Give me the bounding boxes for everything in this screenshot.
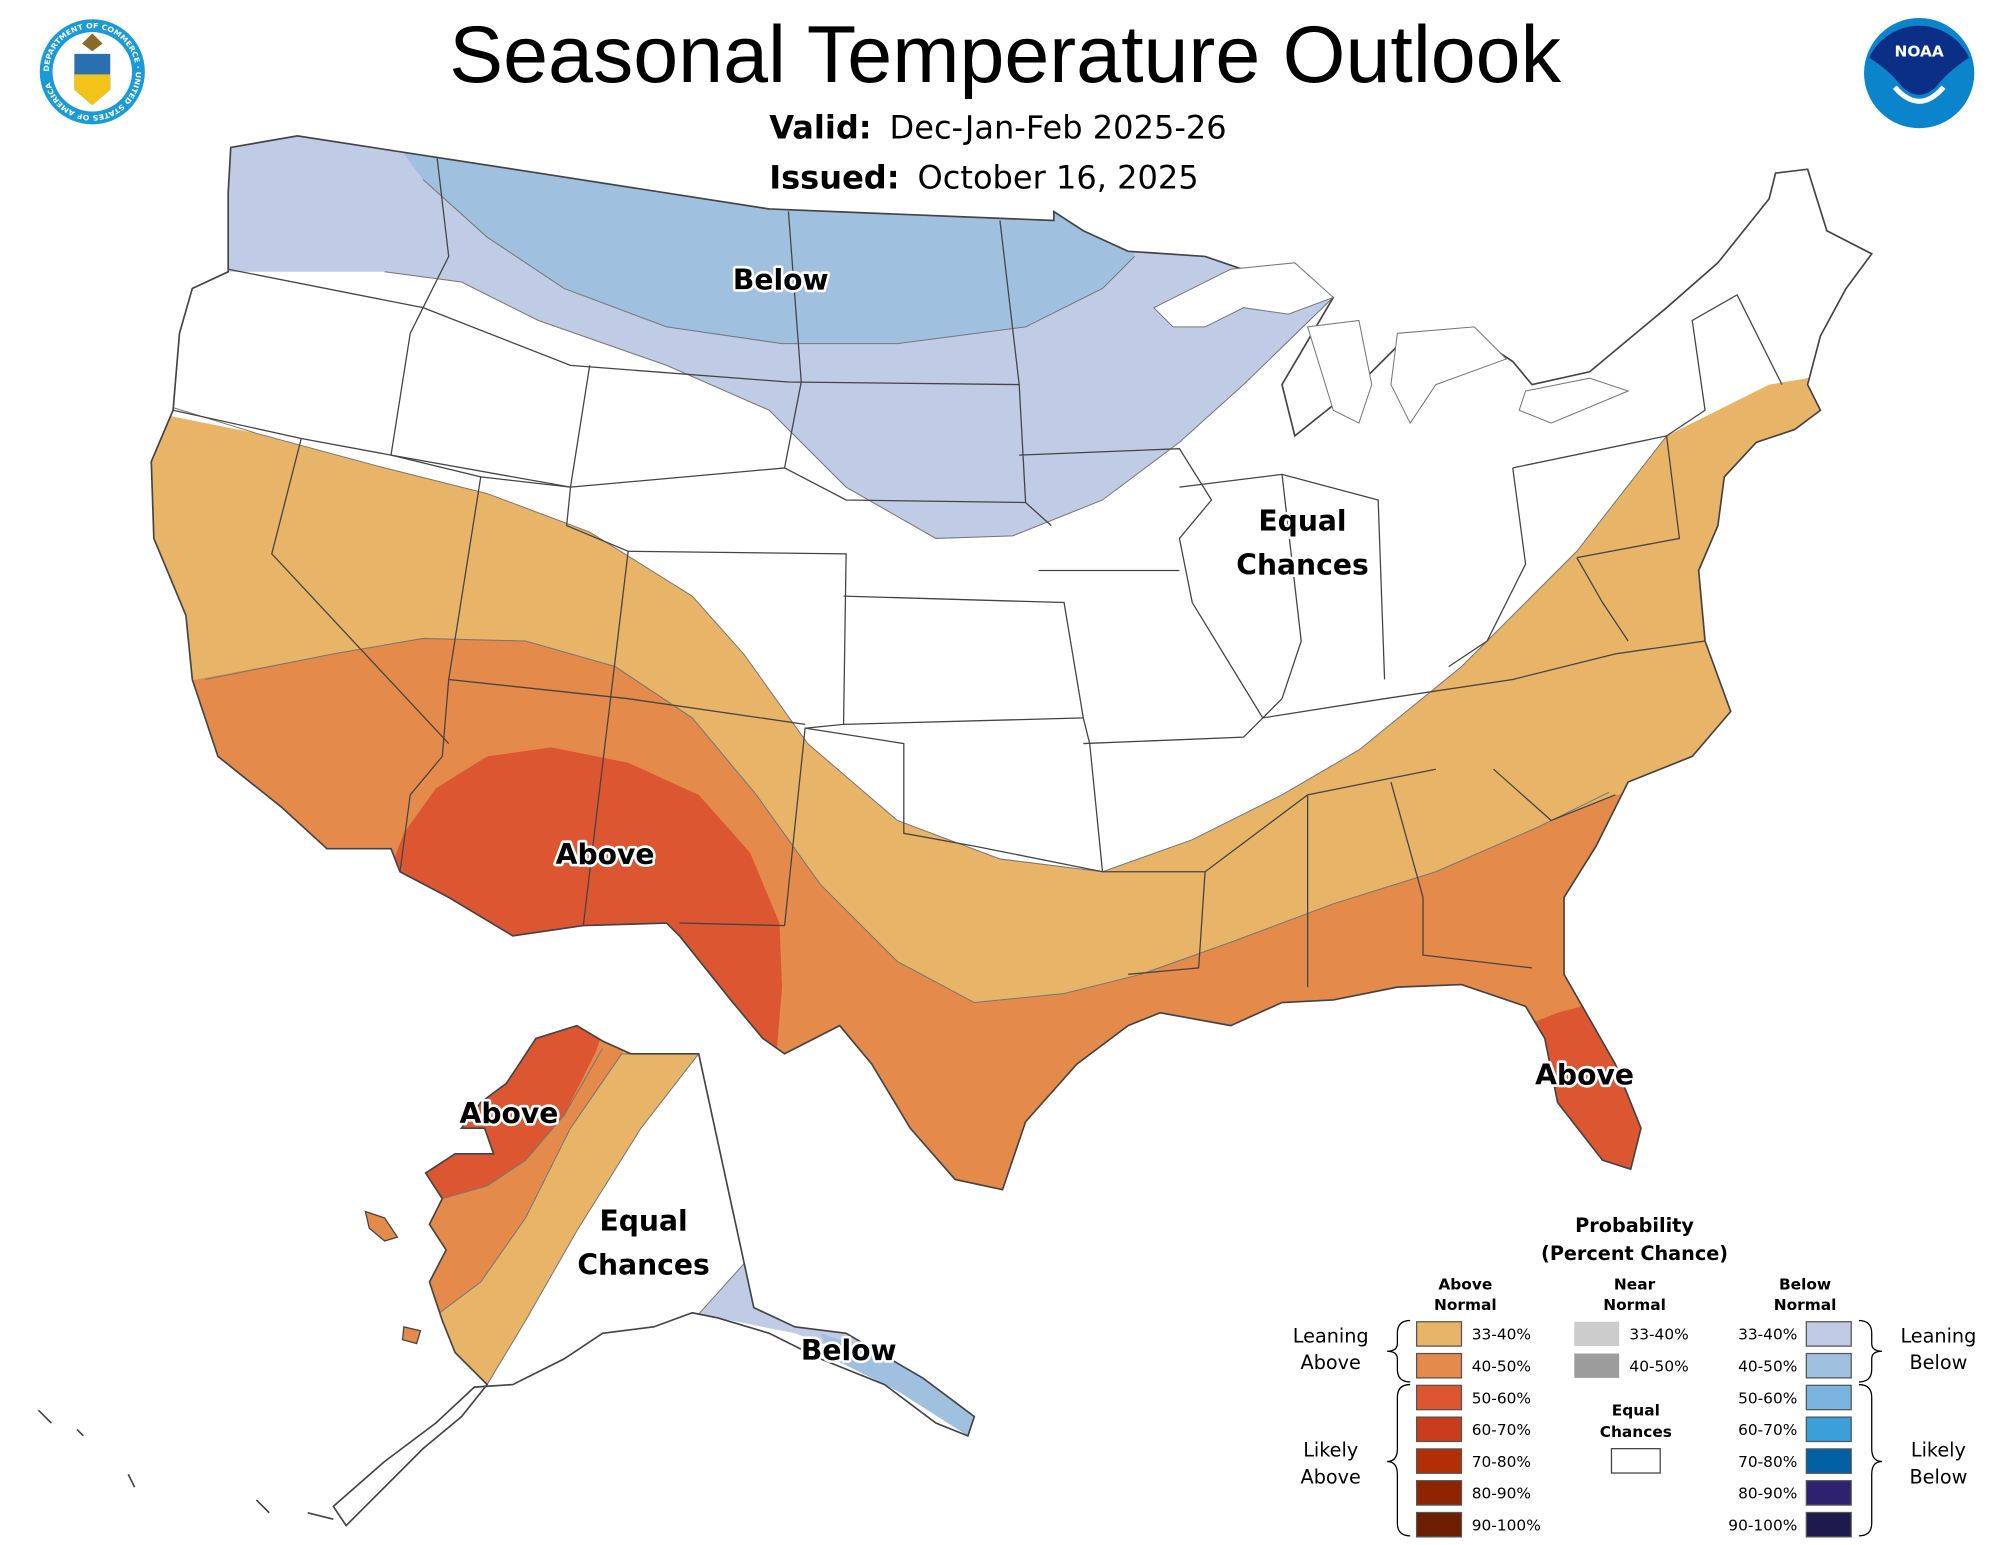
legend-below-header-2: Normal [1774, 1296, 1837, 1314]
legend-leaning-above-1: Leaning [1293, 1324, 1369, 1347]
noaa-logo: NOAA [1864, 17, 1975, 129]
legend: Probability (Percent Chance) Above Norma… [1293, 1214, 1976, 1538]
legend-likely-below-2: Below [1909, 1465, 1967, 1488]
legend-swatch-above-90-100 [1415, 1511, 1463, 1538]
legend-swatch-above-80-90 [1415, 1480, 1463, 1506]
legend-label-below-60-70: 60-70% [1738, 1421, 1797, 1439]
page-title: Seasonal Temperature Outlook [449, 10, 1561, 100]
legend-swatch-below-90-100 [1805, 1511, 1852, 1538]
legend-title: Probability [1575, 1214, 1694, 1237]
legend-label-below-90-100: 90-100% [1728, 1516, 1797, 1534]
ak-islands [364, 1210, 422, 1345]
legend-likely-above-1: Likely [1303, 1438, 1358, 1461]
legend-swatch-below-40-50 [1805, 1352, 1852, 1379]
legend-swatch-above-50-60 [1415, 1384, 1463, 1411]
legend-label-below-50-60: 50-60% [1738, 1389, 1797, 1407]
legend-equal-2: Chances [1600, 1423, 1672, 1441]
legend-swatch-near-33-40 [1574, 1321, 1620, 1347]
valid-label: Valid: [769, 108, 871, 146]
legend-swatch-above-33-40 [1415, 1321, 1463, 1347]
legend-label-below-40-50: 40-50% [1738, 1357, 1797, 1375]
legend-swatch-below-60-70 [1805, 1416, 1852, 1443]
legend-swatch-below-80-90 [1805, 1480, 1852, 1506]
legend-likely-above-2: Above [1301, 1465, 1361, 1488]
legend-swatch-equal-chances [1610, 1448, 1661, 1474]
legend-swatch-below-50-60 [1805, 1384, 1852, 1411]
legend-label-above-90-100: 90-100% [1472, 1516, 1541, 1534]
legend-likely-below-1: Likely [1911, 1438, 1966, 1461]
legend-label-above-80-90: 80-90% [1472, 1485, 1531, 1503]
legend-above-header-2: Normal [1434, 1296, 1497, 1314]
header: Seasonal Temperature Outlook Valid: Dec-J… [39, 10, 1975, 196]
label-conus-above-florida: Above [1535, 1059, 1634, 1092]
great-lakes [1152, 262, 1630, 425]
label-ak-equal-2: Chances [577, 1248, 709, 1281]
legend-leaning-below-1: Leaning [1900, 1324, 1976, 1347]
department-of-commerce-seal: DEPARTMENT OF COMMERCE · UNITED STATES O… [39, 19, 145, 125]
legend-label-below-80-90: 80-90% [1738, 1485, 1797, 1503]
legend-equal-1: Equal [1612, 1401, 1660, 1419]
legend-label-below-70-80: 70-80% [1738, 1453, 1797, 1471]
issued-label: Issued: [769, 158, 899, 196]
region-above-50-60-southwest [384, 747, 783, 1065]
label-conus-above-southwest: Above [556, 838, 655, 871]
legend-label-above-40-50: 40-50% [1472, 1357, 1531, 1375]
legend-label-near-33-40: 33-40% [1629, 1326, 1688, 1344]
legend-near-header-1: Near [1614, 1276, 1656, 1294]
label-conus-equal-1: Equal [1258, 505, 1346, 538]
legend-label-near-40-50: 40-50% [1629, 1357, 1688, 1375]
legend-swatch-below-33-40 [1805, 1321, 1852, 1347]
valid-value: Dec-Jan-Feb 2025-26 [890, 108, 1227, 146]
legend-swatch-near-40-50 [1574, 1353, 1620, 1378]
noaa-logo-text: NOAA [1894, 42, 1943, 60]
ak-region-below-40-50 [820, 1333, 975, 1436]
legend-label-above-60-70: 60-70% [1472, 1421, 1531, 1439]
legend-swatch-below-70-80 [1805, 1448, 1852, 1474]
conus-map [150, 135, 1873, 1191]
legend-label-above-50-60: 50-60% [1472, 1389, 1531, 1407]
legend-braces [1387, 1319, 1883, 1537]
legend-label-above-33-40: 33-40% [1472, 1326, 1531, 1344]
label-ak-above: Above [460, 1097, 559, 1130]
legend-label-below-33-40: 33-40% [1738, 1326, 1797, 1344]
legend-label-above-70-80: 70-80% [1472, 1453, 1531, 1471]
legend-swatch-above-70-80 [1415, 1448, 1463, 1474]
legend-near-header-2: Normal [1603, 1296, 1666, 1314]
region-above-50-60-florida [1525, 1002, 1648, 1180]
legend-swatch-above-60-70 [1415, 1416, 1463, 1443]
svg-text:Valid:Dec-Jan-Feb 2025-26: Valid: Dec-Jan-Feb 2025-26 [769, 108, 1227, 146]
legend-subtitle: (Percent Chance) [1541, 1242, 1728, 1265]
legend-swatch-above-40-50 [1415, 1352, 1463, 1379]
legend-below-header-1: Below [1779, 1276, 1831, 1294]
alaska-map [37, 1024, 976, 1527]
issued-value: October 16, 2025 [918, 158, 1199, 196]
map-labels: Below Equal Chances Above Above Above Eq… [457, 261, 1637, 1370]
label-ak-below: Below [801, 1334, 897, 1367]
state-borders [172, 147, 1783, 988]
legend-above-header-1: Above [1438, 1276, 1492, 1294]
legend-leaning-below-2: Below [1909, 1351, 1967, 1374]
label-ak-equal-1: Equal [599, 1205, 687, 1238]
label-conus-below: Below [733, 264, 829, 297]
legend-leaning-above-2: Above [1301, 1351, 1361, 1374]
svg-text:Issued:October 16, 2025: Issued: October 16, 2025 [769, 158, 1198, 196]
label-conus-equal-2: Chances [1236, 548, 1368, 581]
